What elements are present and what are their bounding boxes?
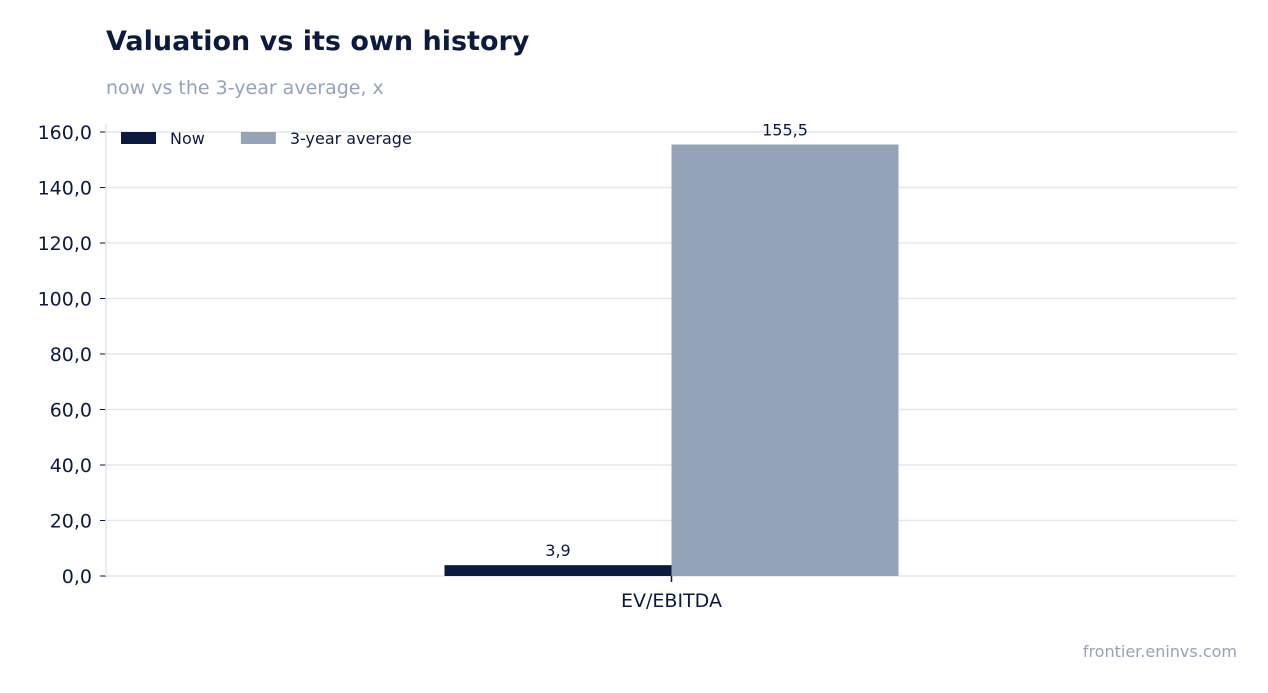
data-label: 155,5 (762, 120, 808, 139)
x-tick-label: EV/EBITDA (621, 590, 722, 612)
legend-swatch (240, 132, 276, 144)
y-tick-label: 160,0 (38, 122, 92, 144)
bar-average (671, 144, 899, 577)
legend-swatch (121, 132, 156, 144)
chart-title: Valuation vs its own history (106, 26, 530, 57)
y-tick-label: 40,0 (50, 455, 92, 477)
y-tick-label: 0,0 (62, 566, 92, 588)
source-credit: frontier.eninvs.com (1082, 642, 1237, 661)
data-label: 3,9 (545, 541, 570, 560)
y-tick-label: 20,0 (50, 511, 92, 533)
y-tick-label: 100,0 (38, 289, 92, 311)
y-tick-label: 120,0 (38, 233, 92, 255)
y-tick-label: 80,0 (50, 344, 92, 366)
legend-label: Now (170, 129, 205, 148)
y-tick-label: 60,0 (50, 400, 92, 422)
y-tick-label: 140,0 (38, 178, 92, 200)
bar-now (444, 565, 672, 576)
chart-subtitle: now vs the 3-year average, x (106, 77, 384, 99)
legend-label: 3-year average (290, 129, 412, 148)
